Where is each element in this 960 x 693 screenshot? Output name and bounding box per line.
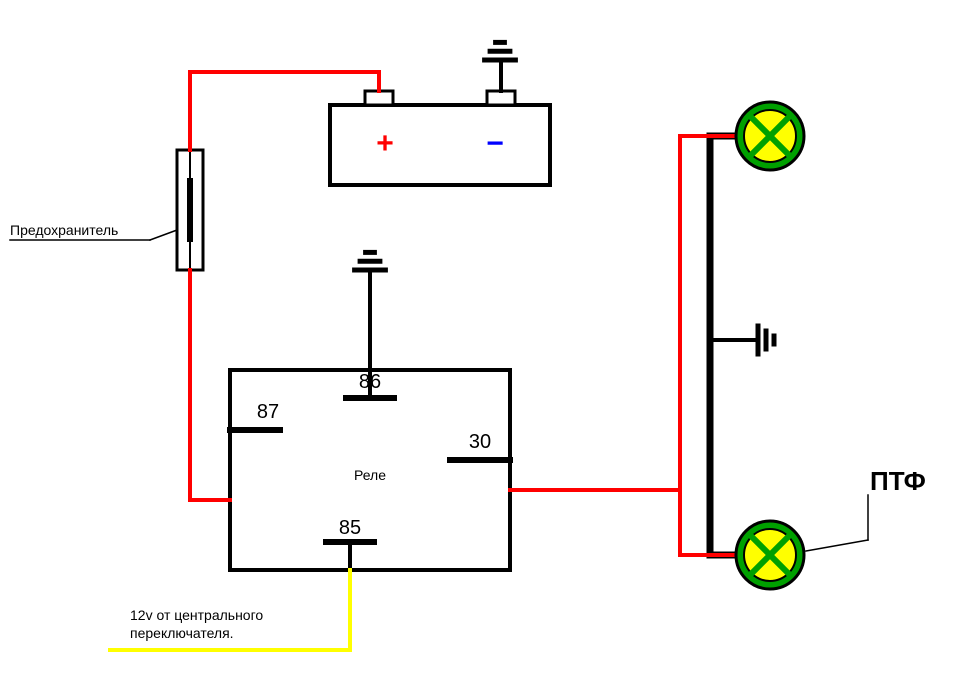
fuse [177, 150, 203, 270]
pin-86-label: 86 [359, 371, 381, 393]
switch-label-line1: 12v от центрального [130, 607, 263, 623]
relay-label: Реле [354, 467, 386, 483]
fog-lamp-top [736, 102, 804, 170]
pin-30-label: 30 [469, 431, 491, 453]
switch-label-line2: переключателя. [130, 625, 234, 641]
pin-87-label: 87 [257, 401, 279, 423]
wires-black [710, 136, 774, 555]
pin-85-label: 85 [339, 517, 361, 539]
battery: +− [330, 42, 550, 185]
battery-plus-label: + [376, 127, 394, 160]
ground-icon [355, 252, 386, 270]
relay: Реле 87 86 30 85 [230, 370, 510, 570]
wiring-diagram: +−ПредохранительРеле87863085ПТФ12v от це… [0, 0, 960, 693]
fuse-label: Предохранитель [10, 222, 118, 238]
battery-minus-label: − [486, 127, 504, 160]
ground-icon [485, 42, 516, 60]
ptf-label: ПТФ [870, 466, 926, 496]
fog-lamp-bottom [736, 521, 804, 589]
